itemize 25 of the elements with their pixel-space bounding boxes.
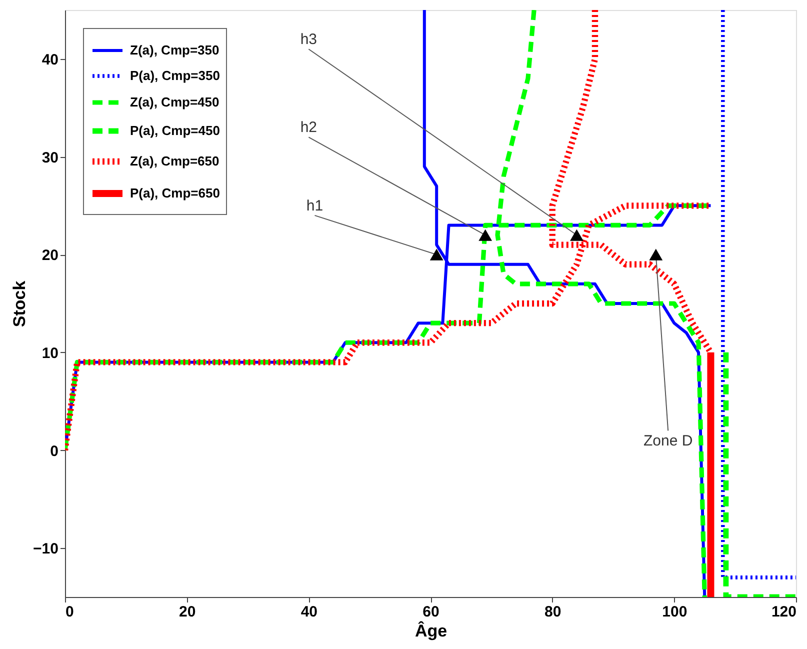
x-axis-title: Âge bbox=[414, 620, 448, 640]
legend-label: Z(a), Cmp=450 bbox=[130, 94, 220, 110]
annotation: h3 bbox=[300, 31, 318, 48]
y-tick-label: 30 bbox=[42, 149, 58, 166]
x-tick-label: 60 bbox=[422, 604, 440, 620]
x-tick-label: 120 bbox=[771, 604, 796, 620]
legend-label: Z(a), Cmp=650 bbox=[130, 154, 220, 168]
x-tick-label: 40 bbox=[300, 604, 318, 620]
y-tick-label: 40 bbox=[42, 51, 58, 68]
x-tick-label: 0 bbox=[66, 604, 74, 620]
annotation: h1 bbox=[306, 197, 324, 214]
annotation: h2 bbox=[300, 119, 318, 136]
legend-label: P(a), Cmp=650 bbox=[130, 186, 220, 200]
x-tick-label: 80 bbox=[544, 604, 562, 620]
legend-label: Z(a), Cmp=350 bbox=[130, 42, 220, 58]
y-tick-label: 10 bbox=[42, 344, 58, 362]
legend-label: P(a), Cmp=350 bbox=[130, 68, 220, 83]
y-tick-label: 0 bbox=[50, 442, 58, 460]
y-tick-label: −10 bbox=[33, 540, 58, 558]
x-tick-label: 100 bbox=[662, 604, 688, 620]
y-tick-label: 20 bbox=[42, 247, 58, 264]
y-axis-title: Stock bbox=[10, 280, 30, 328]
legend-label: P(a), Cmp=450 bbox=[130, 123, 220, 138]
x-tick-label: 20 bbox=[178, 604, 196, 620]
annotation: Zone D bbox=[643, 432, 693, 450]
